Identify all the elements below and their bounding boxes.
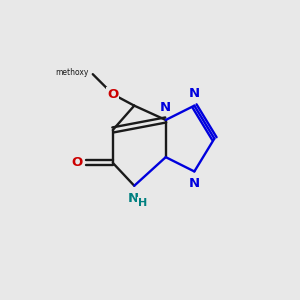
Text: N: N xyxy=(189,177,200,190)
Text: N: N xyxy=(189,87,200,100)
Text: N: N xyxy=(160,101,171,114)
Text: H: H xyxy=(138,198,147,208)
Text: O: O xyxy=(107,88,118,101)
Text: N: N xyxy=(127,192,138,205)
Text: methoxy: methoxy xyxy=(55,68,88,77)
Text: O: O xyxy=(71,156,83,170)
